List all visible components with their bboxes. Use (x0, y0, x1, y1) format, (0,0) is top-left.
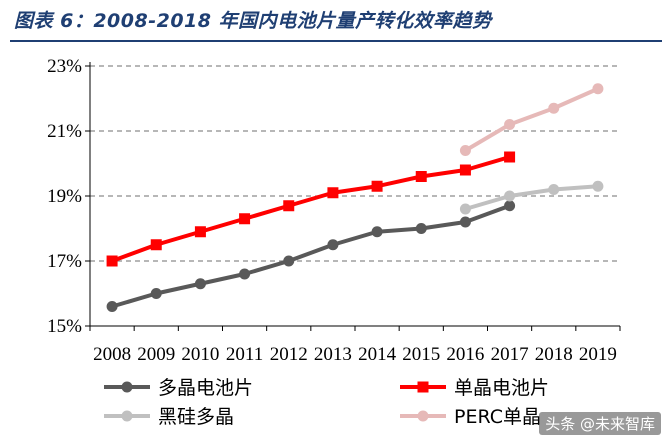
series-0-point-2008 (106, 301, 118, 312)
series-0-point-2012 (283, 255, 295, 267)
x-tick-label-2015: 2015 (402, 344, 440, 365)
legend-marker-2 (121, 410, 133, 422)
legend-label-0: 多晶电池片 (158, 377, 253, 399)
y-tick-label-21: 21% (47, 121, 82, 142)
series-0-point-2015 (415, 223, 427, 234)
series-1-point-2016 (459, 164, 471, 176)
series-1-point-2010 (194, 226, 206, 238)
series-1-point-2008 (106, 255, 118, 267)
legend-marker-0 (121, 381, 133, 393)
x-tick-label-2016: 2016 (446, 344, 484, 365)
series-2-point-2018 (548, 184, 560, 195)
y-tick-label-17: 17% (47, 251, 82, 272)
title-divider (10, 40, 662, 42)
series-3-point-2019 (592, 83, 604, 95)
x-tick-label-2019: 2019 (579, 344, 617, 365)
series-1-point-2012 (283, 200, 295, 212)
series-lines (106, 83, 604, 312)
series-2-point-2017 (504, 190, 516, 202)
legend-label-1: 单晶电池片 (454, 377, 549, 399)
series-0-point-2009 (150, 288, 162, 299)
x-tick-label-2010: 2010 (181, 344, 219, 365)
series-3-point-2017 (504, 119, 516, 130)
x-tick-label-2012: 2012 (270, 344, 308, 365)
x-tick-label-2009: 2009 (137, 344, 175, 365)
y-tick-label-23: 23% (47, 56, 82, 77)
x-tick-label-2018: 2018 (535, 344, 573, 365)
series-line-0 (111, 203, 511, 309)
series-0-point-2016 (459, 216, 471, 228)
legend-marker-1 (417, 381, 429, 393)
series-1-point-2013 (327, 187, 339, 199)
series-3-point-2018 (548, 102, 560, 114)
series-0-point-2017 (504, 200, 516, 212)
watermark: 头条 @未来智库 (539, 412, 661, 435)
series-2-point-2016 (459, 203, 471, 215)
series-1-point-2015 (415, 171, 427, 182)
series-1-point-2009 (150, 239, 162, 251)
series-0-point-2010 (194, 278, 206, 290)
series-0-point-2014 (371, 226, 383, 238)
series-0-point-2013 (327, 239, 339, 251)
series-2-point-2019 (592, 180, 604, 192)
x-tick-label-2008: 2008 (93, 344, 131, 365)
series-1-point-2014 (371, 180, 383, 192)
chart-title: 图表 6：2008-2018 年国内电池片量产转化效率趋势 (14, 10, 492, 32)
series-1-point-2011 (239, 213, 251, 225)
legend-label-3: PERC单晶 (454, 406, 541, 428)
series-1-point-2017 (504, 151, 516, 163)
grid-lines (90, 65, 620, 262)
x-tick-label-2011: 2011 (226, 344, 263, 365)
y-tick-label-15: 15% (47, 316, 82, 337)
x-tick-label-2013: 2013 (314, 344, 352, 365)
x-tick-label-2017: 2017 (491, 344, 529, 365)
series-line-1 (111, 155, 511, 263)
legend-marker-3 (417, 410, 429, 422)
x-tick-label-2014: 2014 (358, 344, 397, 365)
y-tick-label-19: 19% (47, 186, 82, 207)
legend-label-2: 黑硅多晶 (158, 406, 234, 428)
axes (85, 62, 621, 331)
tick-labels: 15% 17% 19% 21% 23% 2008 2009 2010 2011 2012 2013 2… (47, 56, 617, 365)
series-line-2 (464, 184, 599, 211)
series-0-point-2011 (239, 268, 251, 280)
series-line-3 (464, 86, 599, 153)
series-3-point-2016 (459, 145, 471, 156)
